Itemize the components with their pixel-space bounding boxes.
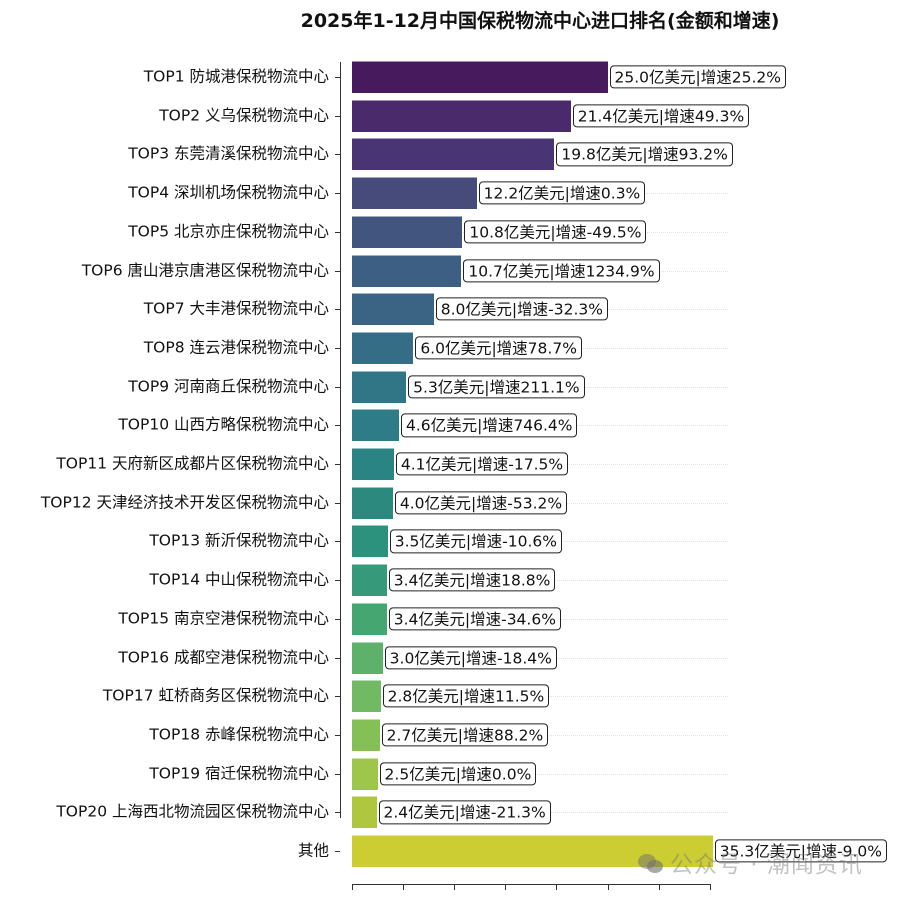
data-label: 35.3亿美元|增速-9.0% bbox=[714, 839, 887, 863]
y-axis-tick bbox=[335, 851, 340, 852]
y-axis-tick bbox=[335, 387, 340, 388]
bar bbox=[352, 331, 414, 364]
x-axis-tick bbox=[659, 884, 660, 890]
bar bbox=[352, 138, 555, 171]
y-axis-label: TOP7 大丰港保税物流中心 bbox=[143, 299, 329, 318]
bar bbox=[352, 680, 381, 713]
x-axis-tick bbox=[505, 884, 506, 890]
y-axis-tick bbox=[335, 696, 340, 697]
y-axis-label: TOP2 义乌保税物流中心 bbox=[159, 105, 329, 124]
data-label: 2.8亿美元|增速11.5% bbox=[382, 684, 550, 708]
y-axis-label: TOP8 连云港保税物流中心 bbox=[143, 338, 329, 357]
bar bbox=[352, 409, 399, 442]
bar bbox=[352, 448, 394, 480]
bar bbox=[352, 370, 407, 403]
y-axis-tick bbox=[335, 464, 340, 465]
y-axis-tick bbox=[335, 77, 340, 78]
y-axis-label: TOP5 北京亦庄保税物流中心 bbox=[128, 222, 329, 241]
y-axis-tick bbox=[335, 425, 340, 426]
y-axis-tick bbox=[335, 348, 340, 349]
x-axis-tick bbox=[710, 884, 711, 890]
y-axis-tick bbox=[335, 580, 340, 581]
bar bbox=[352, 796, 377, 829]
y-axis-label: TOP6 唐山港京唐港区保税物流中心 bbox=[81, 260, 329, 279]
bar bbox=[352, 486, 393, 519]
data-label: 8.0亿美元|增速-32.3% bbox=[435, 297, 608, 321]
y-axis-label: TOP11 天府新区成都片区保税物流中心 bbox=[56, 454, 329, 473]
y-axis-tick bbox=[335, 271, 340, 272]
data-label: 2.5亿美元|增速0.0% bbox=[379, 761, 537, 786]
data-label: 2.7亿美元|增速88.2% bbox=[381, 723, 549, 747]
y-axis-tick bbox=[335, 154, 340, 155]
chart-title: 2025年1-12月中国保税物流中心进口排名(金额和增速) bbox=[300, 10, 780, 32]
y-axis-label: TOP14 中山保税物流中心 bbox=[149, 570, 329, 589]
watermark: 公众号 · 潮闻资讯 bbox=[638, 845, 863, 879]
gridline bbox=[352, 774, 728, 775]
data-label: 3.0亿美元|增速-18.4% bbox=[384, 645, 557, 670]
data-label: 21.4亿美元|增速49.3% bbox=[572, 104, 750, 128]
bar bbox=[352, 215, 463, 248]
y-axis-label: TOP17 虹桥商务区保税物流中心 bbox=[102, 686, 329, 705]
x-axis-line bbox=[352, 884, 711, 885]
data-label: 19.8亿美元|增速93.2% bbox=[556, 142, 733, 167]
bar bbox=[352, 602, 387, 635]
data-label: 12.2亿美元|增速0.3% bbox=[478, 181, 646, 205]
data-label: 10.7亿美元|增速1234.9% bbox=[463, 258, 660, 283]
y-axis-label: TOP9 河南商丘保税物流中心 bbox=[128, 376, 329, 395]
bar bbox=[352, 293, 434, 326]
bar bbox=[352, 641, 383, 674]
y-axis-tick bbox=[335, 232, 340, 233]
bar bbox=[352, 718, 380, 751]
y-axis-label: TOP4 深圳机场保税物流中心 bbox=[128, 183, 329, 202]
data-label: 2.4亿美元|增速-21.3% bbox=[378, 800, 551, 824]
data-label: 3.5亿美元|增速-10.6% bbox=[389, 529, 562, 554]
y-axis-label: TOP19 宿迁保税物流中心 bbox=[149, 763, 329, 782]
y-axis-label: 其他 bbox=[297, 841, 329, 860]
data-label: 4.1亿美元|增速-17.5% bbox=[395, 452, 569, 476]
x-axis-tick bbox=[403, 884, 404, 890]
y-axis-label: TOP1 防城港保税物流中心 bbox=[143, 67, 329, 86]
y-axis-tick bbox=[335, 193, 340, 194]
y-axis-tick bbox=[335, 735, 340, 736]
bar bbox=[352, 177, 477, 210]
x-axis-tick bbox=[608, 884, 609, 890]
y-axis-tick bbox=[335, 309, 340, 310]
data-label: 5.3亿美元|增速211.1% bbox=[408, 374, 585, 399]
y-axis-label: TOP18 赤峰保税物流中心 bbox=[149, 725, 329, 744]
y-axis-label: TOP13 新沂保税物流中心 bbox=[149, 531, 329, 550]
data-label: 3.4亿美元|增速18.8% bbox=[388, 568, 556, 592]
bar bbox=[352, 564, 387, 597]
y-axis-label: TOP3 东莞清溪保税物流中心 bbox=[128, 144, 329, 163]
bar bbox=[352, 525, 388, 558]
x-axis-tick bbox=[352, 884, 353, 890]
y-axis-label: TOP10 山西方略保税物流中心 bbox=[118, 415, 329, 434]
bar bbox=[352, 61, 608, 93]
bar bbox=[352, 757, 378, 790]
data-label: 6.0亿美元|增速78.7% bbox=[415, 336, 582, 360]
x-axis-tick bbox=[556, 884, 557, 890]
x-axis-tick bbox=[454, 884, 455, 890]
y-axis-label: TOP12 天津经济技术开发区保税物流中心 bbox=[40, 492, 329, 511]
data-label: 10.8亿美元|增速-49.5% bbox=[464, 220, 647, 244]
y-axis-line bbox=[340, 62, 341, 818]
data-label: 4.6亿美元|增速746.4% bbox=[401, 413, 578, 437]
y-axis-tick bbox=[335, 812, 340, 813]
y-axis-tick bbox=[335, 774, 340, 775]
y-axis-tick bbox=[335, 658, 340, 659]
y-axis-label: TOP15 南京空港保税物流中心 bbox=[118, 609, 329, 628]
y-axis-tick bbox=[335, 116, 340, 117]
y-axis-tick bbox=[335, 619, 340, 620]
data-label: 25.0亿美元|增速25.2% bbox=[609, 65, 786, 89]
y-axis-label: TOP16 成都空港保税物流中心 bbox=[118, 647, 329, 666]
data-label: 3.4亿美元|增速-34.6% bbox=[388, 607, 561, 631]
bar bbox=[352, 254, 462, 287]
y-axis-tick bbox=[335, 541, 340, 542]
data-label: 4.0亿美元|增速-53.2% bbox=[394, 491, 568, 515]
bar bbox=[352, 99, 571, 132]
watermark-text: 公众号 · 潮闻资讯 bbox=[670, 852, 863, 878]
wechat-icon bbox=[638, 854, 664, 874]
y-axis-label: TOP20 上海西北物流园区保税物流中心 bbox=[56, 802, 329, 821]
y-axis-tick bbox=[335, 503, 340, 504]
